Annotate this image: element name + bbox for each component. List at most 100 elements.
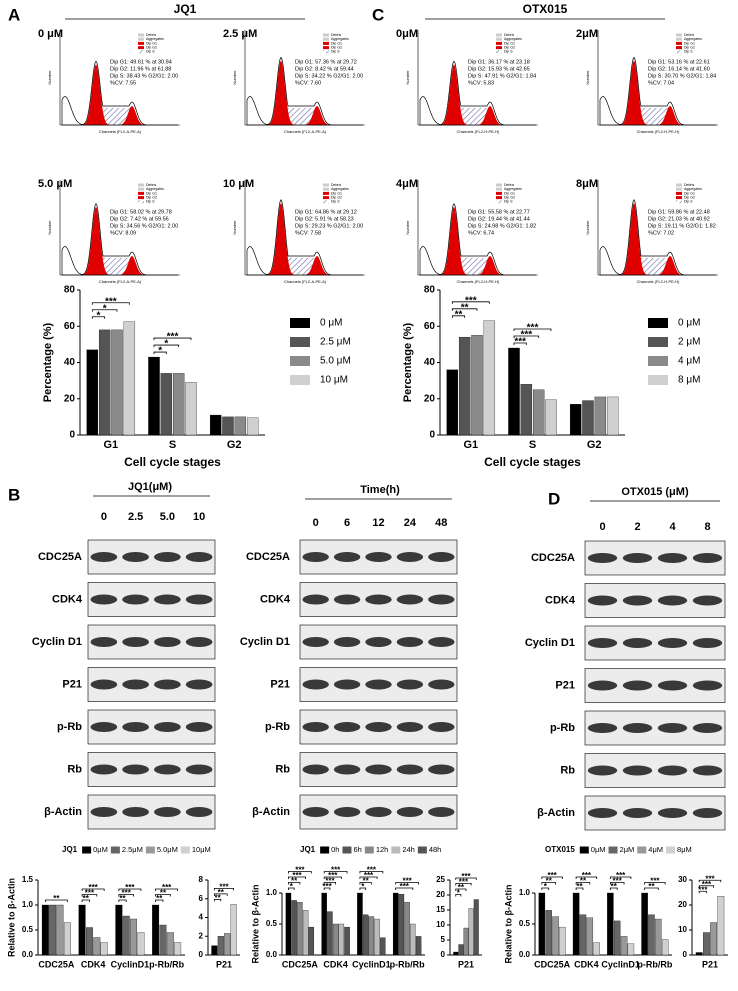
legend-swatch [496, 33, 502, 37]
stat: Dip G2: 19.44 % at 41.44 [468, 216, 530, 222]
bar [582, 400, 594, 436]
band [365, 679, 392, 690]
sig-mark: *** [328, 871, 338, 880]
legend-swatch [676, 50, 682, 54]
bar [174, 942, 182, 956]
sig-bracket [359, 871, 384, 874]
band [122, 807, 149, 817]
bar [230, 904, 237, 956]
row-label: Cyclin D1 [240, 636, 290, 648]
bar [586, 917, 594, 956]
lane-label: 8 [704, 521, 710, 533]
legend-swatch [391, 846, 401, 854]
y-tick-label: 80 [424, 285, 436, 296]
s-phase [420, 107, 536, 125]
stat: %CV: 8.09 [110, 230, 136, 236]
legend-swatch [342, 846, 352, 854]
band [333, 552, 361, 562]
axis-title: Channels (FL2-H-PE-H) [637, 279, 680, 284]
y-axis-title: Relative to β-Actin [6, 878, 16, 957]
bar [172, 373, 185, 436]
sig-mark: ** [218, 888, 225, 897]
legend-swatch [676, 191, 682, 195]
sig-mark: *** [514, 337, 526, 348]
sig-bracket [153, 344, 180, 348]
sig-bracket [323, 876, 342, 879]
y-tick-label: 8 [199, 875, 204, 884]
bar [392, 892, 399, 956]
bar [627, 943, 635, 956]
legend-swatch [676, 41, 682, 45]
band [90, 722, 118, 732]
band [90, 637, 118, 647]
sig-bracket [541, 876, 563, 879]
y-tick-label: 20 [436, 890, 445, 899]
lane-label: 24 [404, 517, 417, 529]
bar [285, 892, 292, 956]
sig-bracket [698, 879, 722, 883]
band [622, 553, 653, 563]
s-phase [247, 257, 363, 275]
sig-bracket [395, 887, 414, 890]
sig-mark: *** [364, 871, 374, 880]
legend-title: JQ1 [62, 845, 78, 854]
sig-bracket [155, 899, 164, 902]
lane-label: 2 [634, 521, 640, 533]
x-tick-label: p-Rb/Rb [390, 959, 425, 969]
sig-bracket [455, 883, 472, 886]
bar [613, 920, 621, 956]
bar [148, 356, 160, 436]
legend-label: 2 μM [678, 337, 700, 348]
legend-swatch [180, 846, 190, 854]
axis-title: Channels (FL2-H-PE-H) [637, 129, 680, 134]
bar [606, 396, 619, 436]
legend-label: 0 μM [678, 318, 700, 329]
band [122, 764, 149, 775]
bar [211, 945, 218, 956]
row-label: β-Actin [252, 806, 290, 818]
g1-peak [62, 206, 178, 275]
g1-peak [420, 64, 536, 125]
bar [98, 329, 111, 436]
sig-mark: *** [616, 871, 626, 880]
y-tick-label: 0.5 [519, 919, 531, 928]
sig-mark: ** [611, 882, 618, 891]
condition-label: 2.5 μM [223, 28, 257, 40]
legend-swatch [648, 318, 668, 328]
sig-mark: * [164, 339, 168, 350]
band [365, 637, 392, 647]
stat: Dip S: 47.91 % G2/G1: 1.84 [468, 73, 536, 79]
sig-mark: * [290, 882, 294, 891]
bar [122, 915, 130, 956]
sig-bracket [451, 301, 490, 304]
legend-swatch [290, 375, 310, 385]
legend-swatch [138, 183, 144, 187]
axis-title: Channels (FL2-A-PE-A) [99, 279, 142, 284]
axis-title: Number [47, 70, 52, 85]
sig-bracket [118, 888, 142, 891]
legend-swatch [320, 846, 330, 854]
g1-peak [247, 202, 363, 275]
legend-label: Debris [684, 33, 694, 37]
legend-label: 2μM [620, 845, 635, 854]
stat: %CV: 7.02 [648, 230, 674, 236]
condition-label: 5.0 μM [38, 178, 72, 190]
row-label: Rb [275, 763, 290, 775]
bar [224, 933, 231, 956]
stat: Dip G1: 55.58 % at 22.77 [468, 209, 530, 215]
sig-bracket [575, 876, 598, 879]
legend-label: 5.0μM [157, 845, 178, 854]
stat: Dip S: 19.11 % G2/G1: 1.82 [648, 223, 716, 229]
legend-label: Aggregates [146, 37, 164, 41]
legend-label: Debris [504, 183, 514, 187]
bar [648, 914, 655, 956]
row-label: Rb [67, 763, 82, 775]
sig-mark: *** [85, 889, 95, 898]
legend-label: 6h [353, 845, 361, 854]
g1-peak [600, 60, 716, 125]
sig-bracket [323, 882, 337, 885]
legend-label: 12h [376, 845, 389, 854]
s-phase [247, 107, 363, 125]
legend-label: 0μM [591, 845, 606, 854]
stat: %CV: 5.83 [468, 80, 494, 86]
